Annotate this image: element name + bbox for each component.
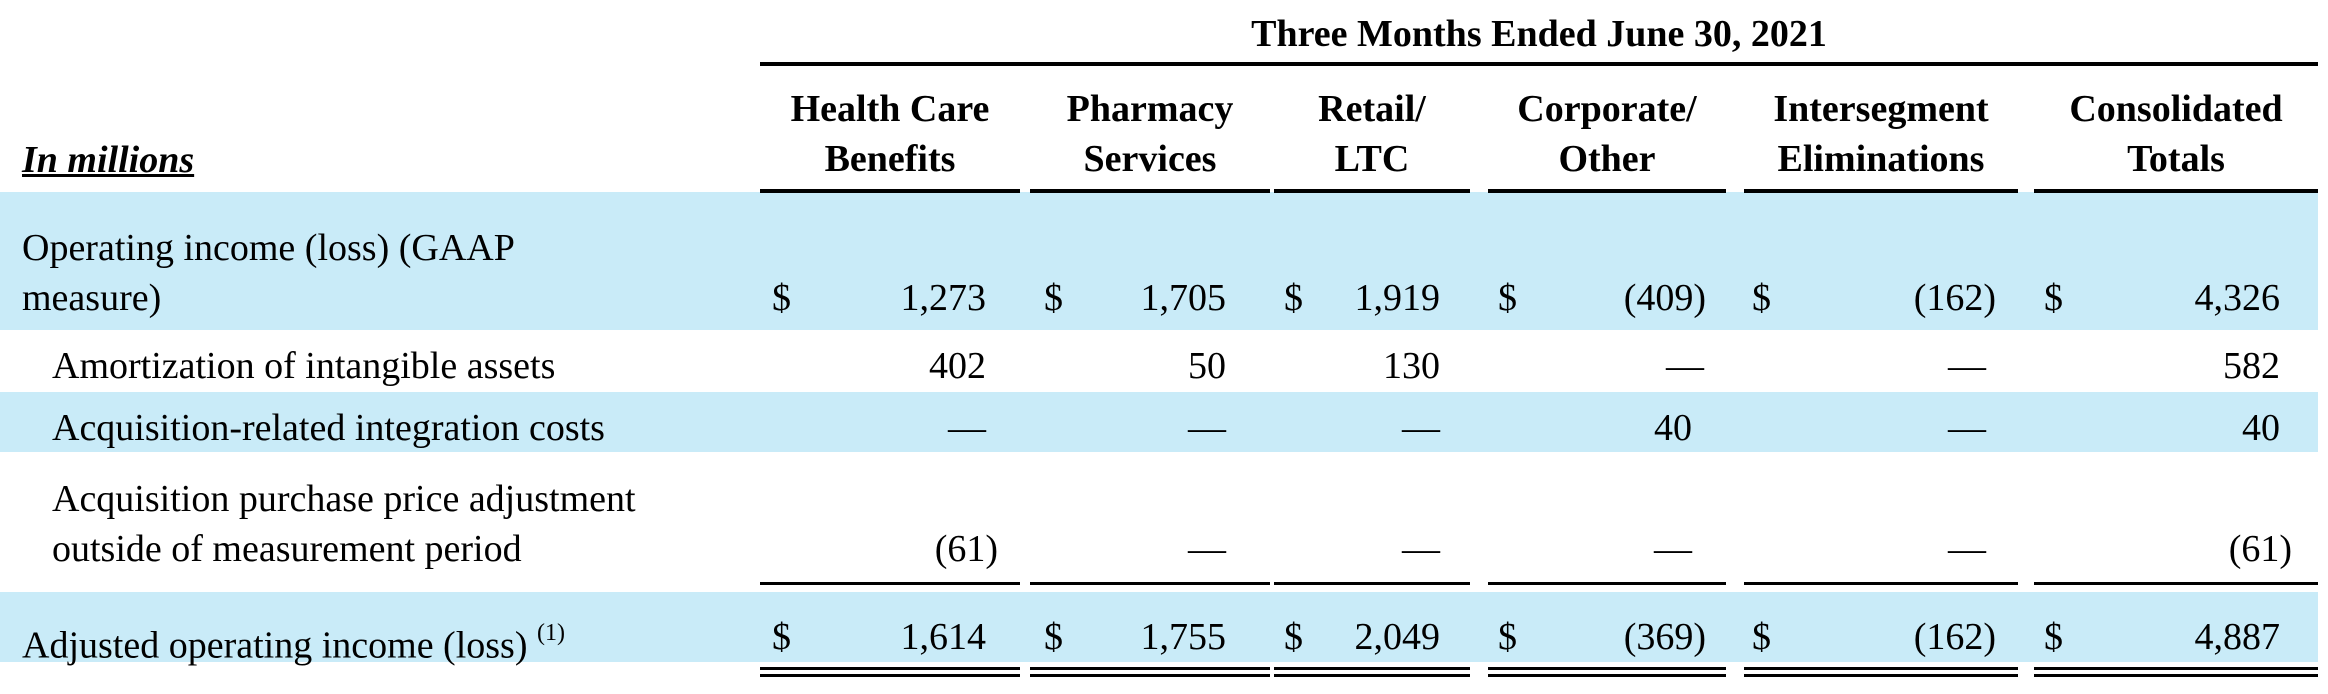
total-double-rule <box>2034 667 2318 670</box>
row-band-operating-income <box>0 192 2318 330</box>
row-band-integration-costs <box>0 392 2318 452</box>
currency-symbol: $ <box>1498 616 1517 658</box>
value-amortization-consolidated-totals: 582 <box>2223 345 2280 387</box>
total-double-rule <box>1030 674 1270 677</box>
value-purchase-price-adjustment-pharmacy-services: — <box>1188 528 1226 570</box>
currency-symbol: $ <box>2044 616 2063 658</box>
currency-symbol: $ <box>1044 277 1063 319</box>
value-adjusted-operating-income-retail-ltc: 2,049 <box>1354 616 1441 658</box>
currency-symbol: $ <box>1752 616 1771 658</box>
subtotal-rule <box>760 582 1020 585</box>
column-header-health-care-benefits: Health Care Benefits <box>790 88 990 180</box>
value-operating-income-intersegment-eliminations: (162) <box>1913 277 1996 319</box>
total-double-rule <box>1274 674 1470 677</box>
subtotal-rule <box>2034 582 2318 585</box>
value-adjusted-operating-income-pharmacy-services: 1,755 <box>1140 616 1227 658</box>
currency-symbol: $ <box>772 616 791 658</box>
value-operating-income-pharmacy-services: 1,705 <box>1140 277 1227 319</box>
value-operating-income-health-care-benefits: 1,273 <box>900 277 987 319</box>
value-amortization-pharmacy-services: 50 <box>1188 345 1226 387</box>
row-label-adjusted-operating-income: Adjusted operating income (loss) (1) <box>22 620 565 667</box>
column-header-rule <box>1030 189 1270 193</box>
column-header-consolidated-totals: Consolidated Totals <box>2069 88 2283 180</box>
value-amortization-intersegment-eliminations: — <box>1948 345 1986 387</box>
value-integration-costs-intersegment-eliminations: — <box>1948 407 1986 449</box>
column-header-corporate-other: Corporate/Other <box>1517 88 1697 180</box>
column-header-intersegment-eliminations: Intersegment Eliminations <box>1773 88 1989 180</box>
units-label: In millions <box>22 139 195 181</box>
value-integration-costs-corporate-other: 40 <box>1654 407 1692 449</box>
total-double-rule <box>1488 667 1726 670</box>
value-purchase-price-adjustment-consolidated-totals: (61) <box>2228 528 2292 570</box>
row-label-amortization: Amortization of intangible assets <box>52 345 556 387</box>
value-purchase-price-adjustment-retail-ltc: — <box>1402 528 1440 570</box>
value-adjusted-operating-income-intersegment-eliminations: (162) <box>1913 616 1996 658</box>
column-header-rule <box>1488 189 1726 193</box>
column-header-rule <box>1274 189 1470 193</box>
currency-symbol: $ <box>1752 277 1771 319</box>
period-header: Three Months Ended June 30, 2021 <box>1251 13 1827 55</box>
period-header-rule <box>760 62 2318 66</box>
value-operating-income-consolidated-totals: 4,326 <box>2194 277 2281 319</box>
value-adjusted-operating-income-consolidated-totals: 4,887 <box>2194 616 2281 658</box>
total-double-rule <box>1274 667 1470 670</box>
row-label-operating-income: Operating income (loss) (GAAP measure) <box>22 227 515 319</box>
value-operating-income-corporate-other: (409) <box>1623 277 1706 319</box>
value-operating-income-retail-ltc: 1,919 <box>1354 277 1441 319</box>
total-double-rule <box>1744 667 2018 670</box>
value-adjusted-operating-income-corporate-other: (369) <box>1623 616 1706 658</box>
row-label-integration-costs: Acquisition-related integration costs <box>52 407 605 449</box>
value-amortization-health-care-benefits: 402 <box>929 345 986 387</box>
currency-symbol: $ <box>1284 616 1303 658</box>
total-double-rule <box>2034 674 2318 677</box>
row-band-adjusted-operating-income <box>0 592 2318 662</box>
subtotal-rule <box>1274 582 1470 585</box>
value-purchase-price-adjustment-health-care-benefits: (61) <box>934 528 998 570</box>
value-purchase-price-adjustment-corporate-other: — <box>1654 528 1692 570</box>
currency-symbol: $ <box>2044 277 2063 319</box>
currency-symbol: $ <box>772 277 791 319</box>
column-header-rule <box>760 189 1020 193</box>
total-double-rule <box>1030 667 1270 670</box>
value-integration-costs-retail-ltc: — <box>1402 407 1440 449</box>
column-header-rule <box>1744 189 2018 193</box>
value-integration-costs-health-care-benefits: — <box>948 407 986 449</box>
total-double-rule <box>1488 674 1726 677</box>
total-double-rule <box>1744 674 2018 677</box>
column-header-pharmacy-services: Pharmacy Services <box>1066 88 1234 180</box>
total-double-rule <box>760 674 1020 677</box>
currency-symbol: $ <box>1284 277 1303 319</box>
value-integration-costs-consolidated-totals: 40 <box>2242 407 2280 449</box>
currency-symbol: $ <box>1498 277 1517 319</box>
value-amortization-corporate-other: — <box>1666 345 1704 387</box>
row-label-purchase-price-adjustment: Acquisition purchase price adjustment ou… <box>52 478 636 570</box>
value-purchase-price-adjustment-intersegment-eliminations: — <box>1948 528 1986 570</box>
total-double-rule <box>760 667 1020 670</box>
currency-symbol: $ <box>1044 616 1063 658</box>
value-amortization-retail-ltc: 130 <box>1383 345 1440 387</box>
subtotal-rule <box>1744 582 2018 585</box>
value-integration-costs-pharmacy-services: — <box>1188 407 1226 449</box>
value-adjusted-operating-income-health-care-benefits: 1,614 <box>900 616 987 658</box>
footnote-marker: (1) <box>537 620 565 646</box>
subtotal-rule <box>1030 582 1270 585</box>
subtotal-rule <box>1488 582 1726 585</box>
column-header-rule <box>2034 189 2318 193</box>
column-header-retail-ltc: Retail/LTC <box>1318 88 1426 180</box>
